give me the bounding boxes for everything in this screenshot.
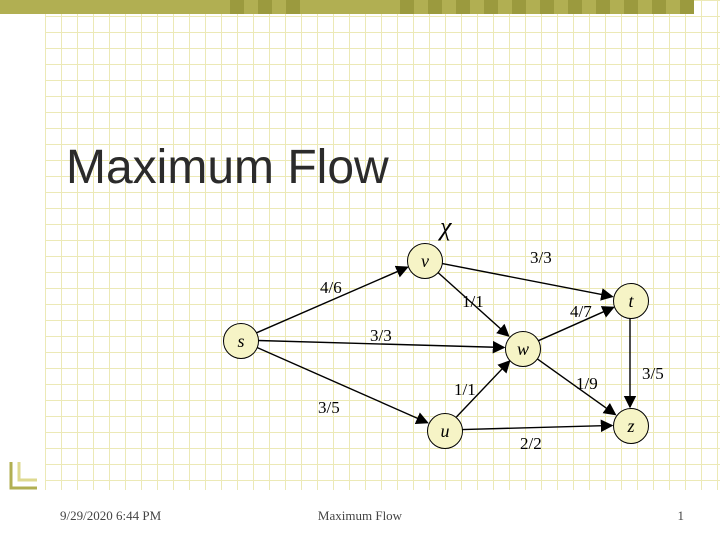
edge-label-s-w: 3/3 [370,326,392,346]
edge-label-s-u: 3/5 [318,398,340,418]
edge-s-u [256,347,427,422]
flow-network-diagram: 4/6 3/3 3/5 1/1 3/3 1/1 2/2 4/7 1/9 3/5 s v u w t z [200,230,680,470]
footer-page: 1 [678,508,685,524]
node-w: w [505,331,541,367]
edge-u-z [462,425,612,429]
slide-title: Maximum Flow [66,140,389,195]
edge-label-w-z: 1/9 [576,374,598,394]
edge-label-u-w: 1/1 [454,380,476,400]
slide: Maximum Flow χ 4/63/33/51/13/31/12/24/71… [0,0,720,540]
node-t: t [613,283,649,319]
edge-label-t-z: 3/5 [642,364,664,384]
edge-label-u-z: 2/2 [520,434,542,454]
node-u: u [427,413,463,449]
node-z: z [613,408,649,444]
top-ruler-bar [0,0,720,14]
edge-label-w-t: 4/7 [570,302,592,322]
node-v: v [407,243,443,279]
edge-label-v-t: 3/3 [530,248,552,268]
edge-label-v-w: 1/1 [462,292,484,312]
edge-label-s-v: 4/6 [320,278,342,298]
footer: 9/29/2020 6:44 PM Maximum Flow 1 [0,494,720,540]
footer-title: Maximum Flow [0,508,720,524]
corner-decoration [9,460,39,490]
node-s: s [223,323,259,359]
